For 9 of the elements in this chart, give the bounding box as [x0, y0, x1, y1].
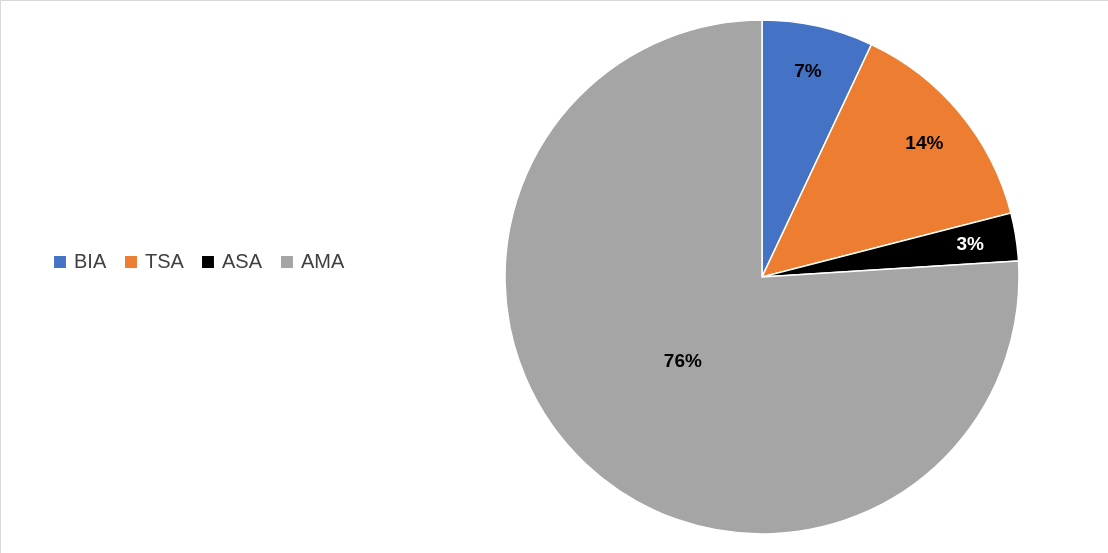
data-label: 7%	[794, 60, 822, 82]
data-label: 3%	[956, 233, 984, 255]
legend-label: ASA	[222, 250, 263, 272]
data-label: 14%	[905, 131, 944, 153]
data-label: 76%	[663, 350, 702, 372]
legend-label: BIA	[74, 250, 107, 272]
legend-label: AMA	[301, 250, 345, 272]
legend-label: TSA	[145, 250, 185, 272]
pie-slice	[504, 19, 1020, 535]
